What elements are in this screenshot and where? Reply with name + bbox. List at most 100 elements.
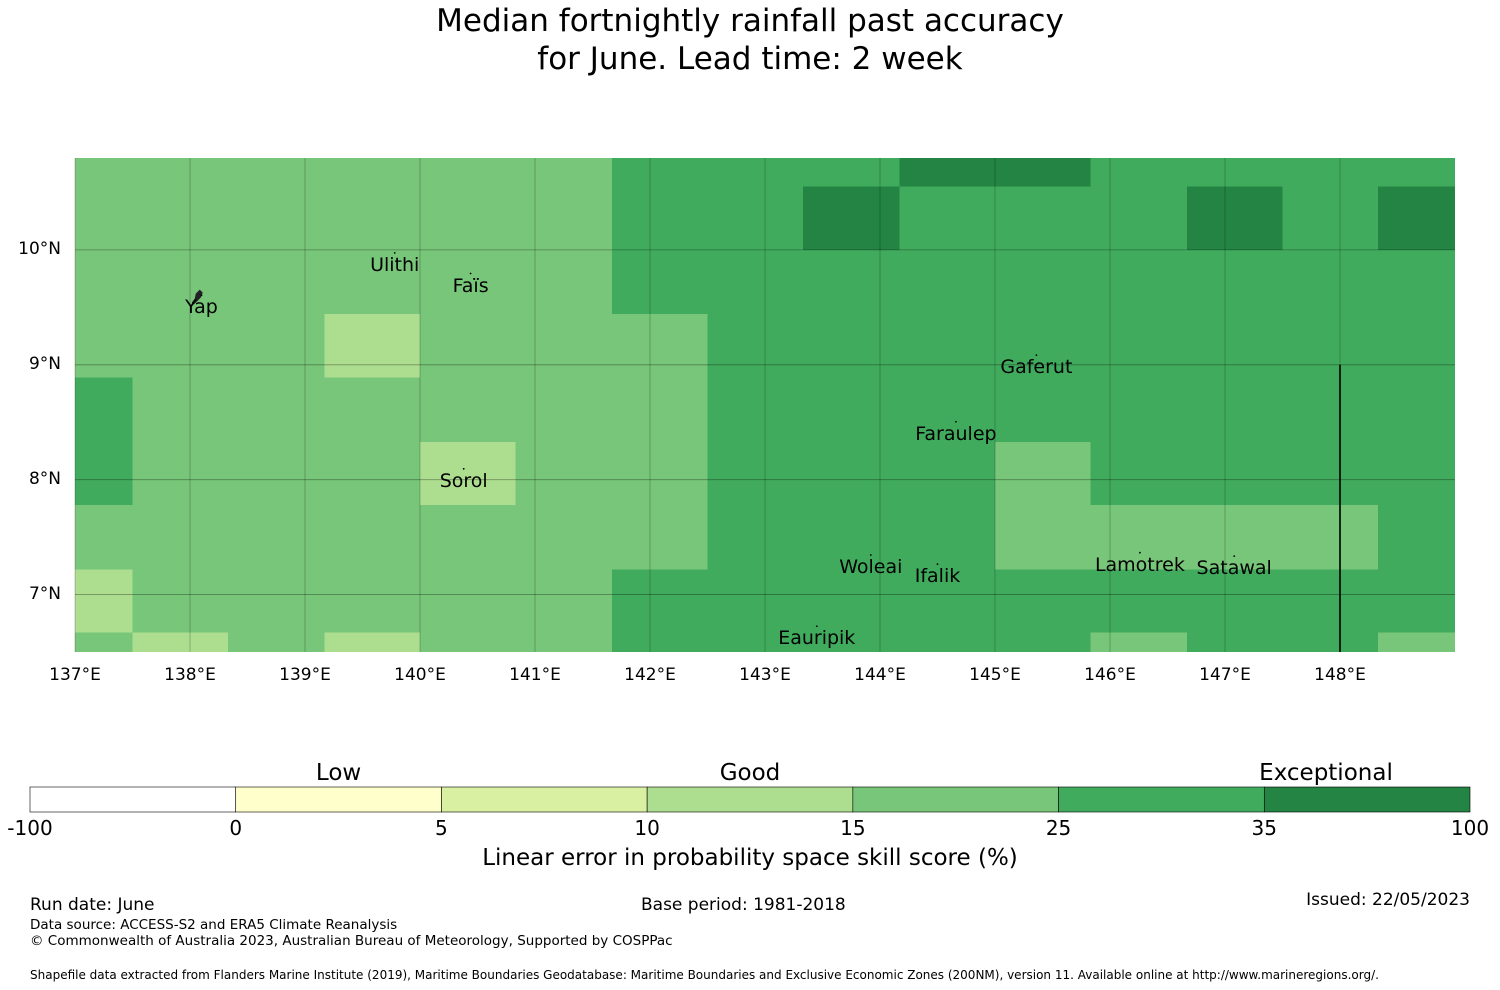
lon-tick-label: 140°E <box>394 665 446 685</box>
place-label: Sorol <box>439 469 488 492</box>
colorbar-tick: 25 <box>1045 816 1072 840</box>
grid-cell <box>324 314 420 378</box>
colorbar-tick: 100 <box>1450 816 1490 840</box>
island-dot <box>393 251 396 254</box>
lon-tick-label: 144°E <box>854 665 906 685</box>
lon-tick-label: 137°E <box>49 665 101 685</box>
colorbar-swatch <box>646 786 854 813</box>
grid-cell <box>75 377 133 505</box>
title-line-2: for June. Lead time: 2 week <box>537 41 963 77</box>
grid-cell <box>707 314 1455 378</box>
grid-cell <box>995 504 1378 570</box>
island-dot <box>1035 354 1038 356</box>
grid-cell <box>707 186 803 250</box>
grid-cell <box>612 569 1455 633</box>
grid-cell <box>612 186 708 315</box>
lon-tick-label: 146°E <box>1084 665 1136 685</box>
colorbar-swatch <box>1263 786 1471 813</box>
grid-cell <box>1377 186 1455 250</box>
grid-cell <box>75 569 133 633</box>
lon-tick-label: 148°E <box>1314 665 1366 685</box>
island-dot <box>462 467 465 470</box>
lon-tick-label: 143°E <box>739 665 791 685</box>
colorbar-tick: 10 <box>634 816 660 840</box>
island-dot <box>1139 551 1141 554</box>
yap-island-shape <box>191 289 203 305</box>
chart-title: Median fortnightly rainfall past accurac… <box>0 2 1500 78</box>
grid-cell <box>132 569 613 633</box>
grid-cell <box>1282 186 1378 250</box>
colorbar-swatch <box>1058 786 1265 813</box>
grid-cell <box>227 632 325 652</box>
colorbar-category: Good <box>719 760 781 786</box>
colorbar-tick: 15 <box>840 816 866 840</box>
colorbar-swatch <box>235 786 442 813</box>
grid-cell <box>707 504 995 570</box>
colorbar-swatch <box>29 786 237 813</box>
grid-cell <box>1187 632 1378 652</box>
lon-tick-label: 142°E <box>624 665 676 685</box>
data-source: Data source: ACCESS-S2 and ERA5 Climate … <box>30 917 398 933</box>
island-dot <box>955 420 957 423</box>
copyright: © Commonwealth of Australia 2023, Austra… <box>30 933 673 949</box>
place-label: Woleai <box>839 555 903 578</box>
grid-cell <box>612 632 1091 652</box>
place-label: Lamotrek <box>1094 553 1185 576</box>
lon-tick-label: 139°E <box>279 665 331 685</box>
island-dot <box>1233 555 1236 558</box>
grid-cell <box>75 504 708 570</box>
shapefile-credit: Shapefile data extracted from Flanders M… <box>30 968 1379 982</box>
colorbar-tick: 35 <box>1251 816 1278 840</box>
island-dot <box>469 272 472 275</box>
island-dot <box>815 625 818 628</box>
lon-tick-label: 147°E <box>1199 665 1251 685</box>
place-label: Gaferut <box>1000 356 1073 379</box>
island-dot <box>869 554 872 556</box>
grid-cell <box>1377 504 1455 570</box>
place-label: Faraulep <box>915 422 997 445</box>
grid-cell <box>324 632 420 652</box>
colorbar-swatch <box>852 786 1059 813</box>
place-label: Satawal <box>1196 557 1272 580</box>
grid-cell <box>899 158 1091 187</box>
grid-cell <box>75 632 133 652</box>
grid-cell <box>1187 186 1283 250</box>
grid-cell <box>802 186 900 250</box>
lon-tick-label: 145°E <box>969 665 1021 685</box>
base-period: Base period: 1981-2018 <box>641 895 846 915</box>
grid-cell <box>75 186 708 315</box>
colorbar-label: Linear error in probability space skill … <box>482 845 1018 871</box>
lat-tick-label: 10°N <box>18 238 61 259</box>
grid-cell <box>132 632 228 652</box>
colorbar-swatch <box>441 786 648 813</box>
place-label: Ifalik <box>914 565 961 588</box>
title-line-1: Median fortnightly rainfall past accurac… <box>436 3 1064 39</box>
island-dot <box>936 563 939 566</box>
place-label: Eauripik <box>778 627 856 650</box>
colorbar-tick: -100 <box>7 816 53 840</box>
place-label: Faïs <box>452 274 489 297</box>
lat-tick-label: 8°N <box>28 468 61 489</box>
grid-cell <box>612 158 900 187</box>
grid-cell <box>420 441 516 505</box>
grid-cell <box>899 186 1188 250</box>
grid-cell <box>995 441 1091 505</box>
colorbar-category: Low <box>315 760 362 786</box>
lat-tick-label: 7°N <box>28 583 61 604</box>
run-date: Run date: June <box>30 895 155 915</box>
place-label: Yap <box>185 296 218 319</box>
lat-tick-label: 9°N <box>28 353 61 374</box>
grid-cell <box>707 249 1455 315</box>
island-dot <box>200 294 203 297</box>
grid-cell <box>1090 158 1455 187</box>
grid-cell <box>420 632 613 652</box>
grid-cell <box>75 158 613 187</box>
colorbar-tick: 0 <box>229 816 243 840</box>
colorbar-tick: 5 <box>435 816 448 840</box>
grid-cell <box>1377 632 1455 652</box>
lon-tick-label: 138°E <box>164 665 216 685</box>
grid-cell <box>75 314 325 378</box>
colorbar-category: Exceptional <box>1259 760 1393 786</box>
grid-cell <box>1090 632 1188 652</box>
